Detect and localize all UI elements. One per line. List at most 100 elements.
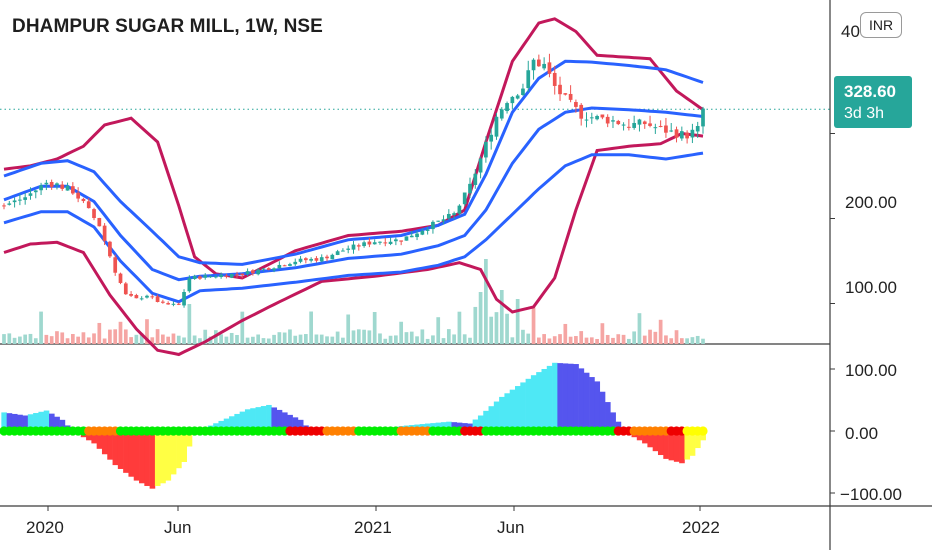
candle-body bbox=[495, 117, 499, 137]
volume-bar bbox=[553, 336, 557, 344]
volume-bar bbox=[601, 323, 605, 344]
volume-bar bbox=[696, 336, 700, 344]
candle-body bbox=[278, 265, 282, 268]
volume-bar bbox=[664, 335, 668, 344]
momentum-bar bbox=[118, 431, 124, 469]
candle-body bbox=[182, 292, 186, 305]
volume-bar bbox=[299, 335, 303, 344]
candle-body bbox=[691, 130, 695, 138]
volume-bar bbox=[18, 337, 22, 344]
volume-bar bbox=[489, 317, 493, 344]
candle-body bbox=[156, 296, 160, 302]
volume-bar bbox=[124, 329, 128, 344]
candle-body bbox=[548, 62, 552, 73]
momentum-bar bbox=[181, 431, 187, 462]
volume-bar bbox=[479, 292, 483, 344]
candle-body bbox=[219, 275, 223, 277]
volume-bar bbox=[267, 339, 271, 344]
momentum-bar bbox=[541, 369, 547, 431]
candle-body bbox=[251, 270, 255, 273]
volume-bar bbox=[66, 338, 70, 344]
volume-bar bbox=[246, 338, 250, 344]
x-tick-label: 2021 bbox=[354, 518, 392, 537]
volume-bar bbox=[341, 338, 345, 344]
volume-bar bbox=[563, 324, 567, 344]
volume-bar bbox=[410, 332, 414, 344]
volume-bar bbox=[627, 339, 631, 344]
momentum-bar bbox=[139, 431, 145, 483]
volume-bar bbox=[638, 313, 642, 344]
candle-body bbox=[29, 193, 33, 196]
candle-body bbox=[283, 265, 287, 266]
candle-body bbox=[7, 203, 11, 204]
volume-bar bbox=[595, 339, 599, 344]
candle-body bbox=[585, 120, 589, 121]
candle-body bbox=[172, 304, 176, 305]
volume-bar bbox=[701, 339, 705, 344]
candle-body bbox=[325, 257, 329, 259]
momentum-bar bbox=[584, 373, 590, 431]
candle-body bbox=[627, 127, 631, 128]
volume-bar bbox=[352, 330, 356, 344]
candle-body bbox=[701, 109, 705, 127]
candle-body bbox=[420, 231, 424, 235]
volume-bar bbox=[235, 335, 239, 344]
candle-body bbox=[119, 274, 123, 283]
volume-bar bbox=[182, 337, 186, 344]
volume-bar bbox=[13, 338, 17, 344]
volume-bar bbox=[240, 312, 244, 344]
volume-bar bbox=[574, 336, 578, 344]
candle-body bbox=[71, 186, 75, 193]
momentum-bar bbox=[547, 366, 553, 431]
candle-body bbox=[526, 70, 530, 88]
volume-bar bbox=[532, 308, 536, 344]
volume-bar bbox=[659, 320, 663, 344]
candle-body bbox=[113, 257, 117, 272]
candle-body bbox=[336, 251, 340, 255]
volume-bar bbox=[415, 336, 419, 344]
volume-bar bbox=[336, 332, 340, 344]
candle-body bbox=[60, 185, 64, 189]
momentum-bar bbox=[160, 431, 166, 483]
volume-bar bbox=[29, 334, 33, 344]
volume-bar bbox=[405, 332, 409, 344]
currency-button[interactable]: INR bbox=[860, 12, 902, 38]
x-tick-label: 2020 bbox=[26, 518, 64, 537]
candle-body bbox=[500, 109, 504, 118]
candle-body bbox=[622, 125, 626, 126]
candle-body bbox=[66, 186, 70, 191]
volume-bar bbox=[653, 332, 657, 344]
volume-bar bbox=[484, 259, 488, 344]
chart-title: DHAMPUR SUGAR MILL, 1W, NSE bbox=[12, 16, 323, 38]
volume-bar bbox=[431, 335, 435, 344]
candle-body bbox=[330, 255, 334, 259]
volume-bar bbox=[691, 337, 695, 344]
candle-body bbox=[632, 123, 636, 128]
candle-body bbox=[601, 115, 605, 118]
volume-bar bbox=[399, 322, 403, 344]
x-tick-label: Jun bbox=[497, 518, 524, 537]
volume-bar bbox=[161, 335, 165, 344]
volume-bar bbox=[452, 334, 456, 344]
candle-body bbox=[18, 200, 22, 201]
volume-bar bbox=[685, 338, 689, 344]
volume-bar bbox=[420, 329, 424, 344]
candle-body bbox=[262, 269, 266, 270]
volume-bar bbox=[579, 331, 583, 344]
volume-bar bbox=[87, 337, 91, 344]
candle-body bbox=[558, 85, 562, 94]
candle-body bbox=[87, 201, 91, 208]
candle-body bbox=[55, 183, 59, 185]
candle-body bbox=[611, 120, 615, 121]
momentum-bar bbox=[536, 372, 542, 431]
candle-body bbox=[209, 276, 213, 277]
volume-bar bbox=[193, 335, 197, 344]
candle-body bbox=[34, 190, 38, 192]
volume-bar bbox=[346, 314, 350, 344]
volume-bar bbox=[611, 338, 615, 344]
volume-bar bbox=[590, 337, 594, 344]
momentum-bar bbox=[573, 364, 579, 431]
candle-body bbox=[161, 302, 165, 303]
